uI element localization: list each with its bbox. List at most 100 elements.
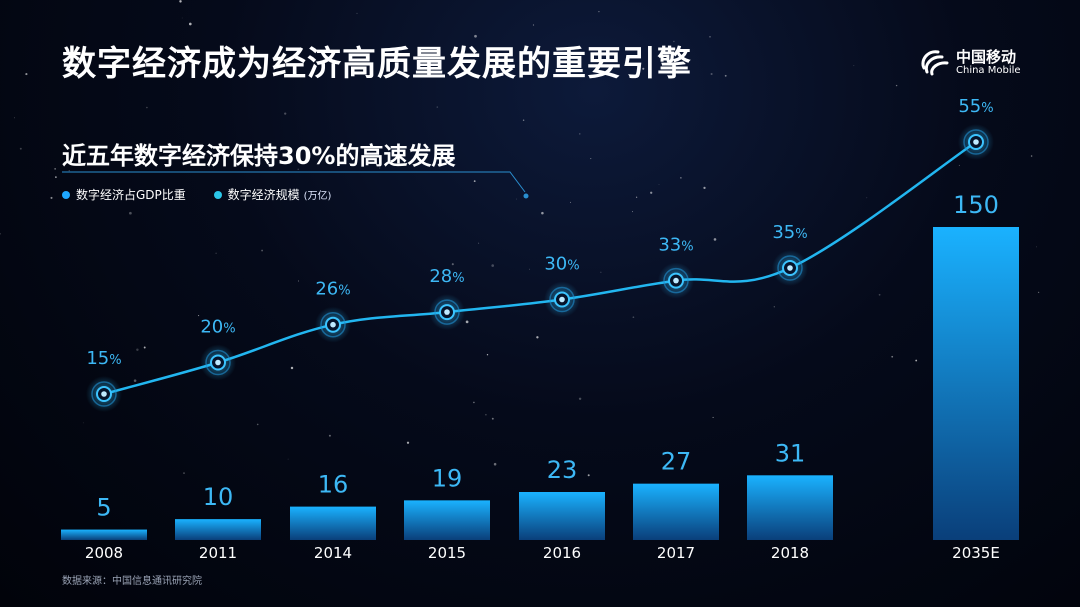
point-core xyxy=(215,359,221,366)
line-point-2035E xyxy=(958,124,994,160)
point-ring-outer xyxy=(777,255,803,281)
star xyxy=(878,293,881,296)
line-point-2015 xyxy=(429,294,465,331)
star xyxy=(406,441,410,444)
star xyxy=(1037,291,1040,294)
star xyxy=(200,145,202,147)
star xyxy=(68,170,70,172)
star xyxy=(1035,246,1037,248)
star xyxy=(578,397,582,401)
star xyxy=(379,167,381,169)
star xyxy=(436,106,439,108)
line-value-number: 15 xyxy=(86,348,109,369)
bar-value-label: 150 xyxy=(953,191,999,219)
star xyxy=(215,252,217,254)
line-value-number: 33 xyxy=(658,235,681,256)
line-value-number: 28 xyxy=(429,266,452,287)
bar-value-label: 16 xyxy=(318,471,349,499)
bar-value-label: 31 xyxy=(775,439,806,467)
line-value-label: 15% xyxy=(86,348,121,369)
subtitle-underline-dot xyxy=(523,193,529,199)
star xyxy=(143,346,146,349)
star xyxy=(891,355,894,358)
category-label: 2035E xyxy=(952,544,1000,562)
bar-2017 xyxy=(633,483,719,540)
bar-value-label: 23 xyxy=(547,456,578,484)
line-value-label: 33% xyxy=(658,235,693,256)
logo-text-en: China Mobile xyxy=(956,65,1021,76)
star xyxy=(82,422,84,424)
chart-subtitle: 近五年数字经济保持30%的高速发展 xyxy=(62,142,456,170)
bar-2015 xyxy=(404,500,490,540)
point-ring-outer xyxy=(320,311,346,338)
line-value-number: 26 xyxy=(315,279,338,300)
legend-share-label: 数字经济占GDP比重 xyxy=(76,188,186,202)
star xyxy=(491,264,494,267)
legend-item-share: 数字经济占GDP比重 xyxy=(62,186,186,203)
line-value-unit: % xyxy=(681,240,693,255)
point-core xyxy=(973,139,979,145)
category-label: 2018 xyxy=(771,544,809,562)
point-core xyxy=(330,321,336,328)
line-value-label: 55% xyxy=(958,96,993,117)
star xyxy=(895,84,898,87)
bar-value-label: 10 xyxy=(203,483,234,511)
china-mobile-logo: 中国移动 China Mobile xyxy=(918,44,1038,84)
point-core xyxy=(673,277,679,284)
star xyxy=(600,271,602,273)
star xyxy=(486,354,489,356)
star xyxy=(1030,155,1033,157)
star xyxy=(866,197,868,199)
star xyxy=(14,117,15,119)
star xyxy=(668,47,670,49)
star xyxy=(54,168,56,170)
star xyxy=(515,198,517,200)
category-label: 2014 xyxy=(314,544,352,562)
china-mobile-logo-icon xyxy=(921,50,949,76)
star xyxy=(579,133,581,135)
star xyxy=(658,184,660,185)
data-source-note: 数据来源：中国信息通讯研究院 xyxy=(62,576,202,587)
star xyxy=(198,315,200,317)
star xyxy=(958,164,960,166)
star xyxy=(297,168,299,170)
subtitle-underline xyxy=(62,171,526,193)
point-core xyxy=(559,296,565,303)
point-ring-outer xyxy=(663,267,689,294)
line-value-unit: % xyxy=(338,284,350,299)
star xyxy=(635,196,638,198)
point-core xyxy=(101,391,107,397)
line-point-2011 xyxy=(200,344,236,381)
point-ring-outer xyxy=(963,129,989,155)
point-ring-outer xyxy=(205,349,231,376)
bar-2014 xyxy=(290,506,376,540)
line-value-unit: % xyxy=(981,101,993,116)
line-point-2008 xyxy=(86,376,122,412)
star xyxy=(451,263,454,266)
bar-2035E xyxy=(933,227,1019,540)
star xyxy=(261,249,264,252)
star xyxy=(284,112,287,115)
point-core xyxy=(444,309,450,315)
star xyxy=(709,35,711,38)
category-label: 2015 xyxy=(428,544,466,562)
star xyxy=(491,417,494,420)
star xyxy=(188,22,192,26)
point-ring-outer xyxy=(549,286,575,313)
star xyxy=(680,177,682,179)
point-core xyxy=(787,265,793,271)
point-ring-outer xyxy=(434,299,460,325)
bar-value-label: 5 xyxy=(96,494,111,522)
star xyxy=(256,423,259,426)
legend-scale-label: 数字经济规模 xyxy=(227,188,300,202)
star xyxy=(712,416,714,418)
star xyxy=(598,10,600,13)
star xyxy=(50,196,53,199)
star xyxy=(146,106,148,109)
line-point-2017 xyxy=(658,262,694,299)
line-value-number: 55 xyxy=(958,96,981,117)
category-label: 2016 xyxy=(543,544,581,562)
star xyxy=(287,458,289,460)
line-value-unit: % xyxy=(223,322,235,337)
bar-value-label: 27 xyxy=(661,448,692,476)
